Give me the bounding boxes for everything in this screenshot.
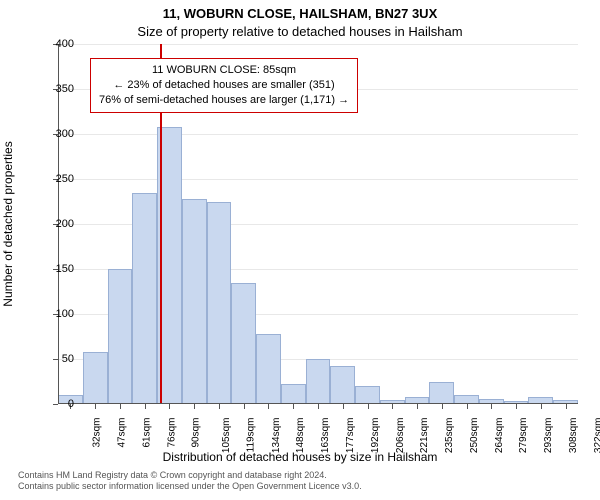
histogram-bar bbox=[132, 193, 157, 405]
x-tick-label: 163sqm bbox=[320, 418, 331, 454]
y-tick-label: 0 bbox=[34, 398, 74, 410]
x-tick bbox=[145, 404, 146, 409]
x-tick-label: 177sqm bbox=[345, 418, 356, 454]
x-tick bbox=[541, 404, 542, 409]
gridline bbox=[58, 134, 578, 135]
footer-line-1: Contains HM Land Registry data © Crown c… bbox=[18, 470, 362, 481]
histogram-bar bbox=[231, 283, 256, 405]
histogram-bar bbox=[281, 384, 306, 404]
y-axis-label: Number of detached properties bbox=[1, 59, 15, 224]
x-tick-label: 119sqm bbox=[245, 418, 256, 453]
x-tick bbox=[467, 404, 468, 409]
x-tick-label: 308sqm bbox=[568, 418, 579, 454]
x-tick bbox=[194, 404, 195, 409]
x-tick-label: 250sqm bbox=[469, 418, 480, 454]
y-tick-label: 100 bbox=[34, 308, 74, 320]
annotation-line-3: 76% of semi-detached houses are larger (… bbox=[99, 93, 349, 108]
histogram-bar bbox=[207, 202, 232, 405]
x-tick-label: 279sqm bbox=[518, 418, 529, 454]
gridline bbox=[58, 179, 578, 180]
x-tick bbox=[417, 404, 418, 409]
y-tick-label: 200 bbox=[34, 218, 74, 230]
property-size-chart: 11, WOBURN CLOSE, HAILSHAM, BN27 3UX Siz… bbox=[0, 0, 600, 500]
histogram-bar bbox=[306, 359, 331, 404]
y-tick-label: 350 bbox=[34, 83, 74, 95]
x-tick-label: 47sqm bbox=[117, 418, 128, 448]
x-tick bbox=[442, 404, 443, 409]
x-tick-label: 61sqm bbox=[141, 418, 152, 448]
x-tick-label: 90sqm bbox=[191, 418, 202, 448]
y-tick-label: 400 bbox=[34, 38, 74, 50]
x-tick-label: 235sqm bbox=[444, 418, 455, 454]
footer-line-2: Contains public sector information licen… bbox=[18, 481, 362, 492]
y-tick-label: 300 bbox=[34, 128, 74, 140]
x-tick bbox=[219, 404, 220, 409]
histogram-bar bbox=[330, 366, 355, 404]
x-tick-label: 293sqm bbox=[543, 418, 554, 454]
x-tick bbox=[516, 404, 517, 409]
y-tick-label: 250 bbox=[34, 173, 74, 185]
x-tick bbox=[169, 404, 170, 409]
x-tick bbox=[392, 404, 393, 409]
chart-title-sub: Size of property relative to detached ho… bbox=[0, 24, 600, 39]
x-tick-label: 192sqm bbox=[370, 418, 381, 454]
x-tick-label: 264sqm bbox=[494, 418, 505, 454]
chart-footer: Contains HM Land Registry data © Crown c… bbox=[18, 470, 362, 493]
x-tick-label: 134sqm bbox=[271, 418, 282, 454]
x-tick-label: 32sqm bbox=[92, 418, 103, 448]
x-tick bbox=[293, 404, 294, 409]
histogram-bar bbox=[429, 382, 454, 405]
y-tick-label: 150 bbox=[34, 263, 74, 275]
x-tick-label: 221sqm bbox=[419, 418, 430, 454]
x-tick bbox=[120, 404, 121, 409]
x-tick bbox=[491, 404, 492, 409]
annotation-line-2: ← 23% of detached houses are smaller (35… bbox=[99, 78, 349, 93]
x-tick bbox=[343, 404, 344, 409]
x-tick-label: 76sqm bbox=[166, 418, 177, 448]
gridline bbox=[58, 44, 578, 45]
x-tick bbox=[318, 404, 319, 409]
x-tick-label: 148sqm bbox=[296, 418, 307, 454]
histogram-bar bbox=[355, 386, 380, 404]
x-tick bbox=[268, 404, 269, 409]
x-tick bbox=[244, 404, 245, 409]
histogram-bar bbox=[108, 269, 133, 404]
histogram-bar bbox=[256, 334, 281, 404]
annotation-line-1: 11 WOBURN CLOSE: 85sqm bbox=[99, 63, 349, 78]
x-tick-label: 322sqm bbox=[593, 418, 600, 454]
x-tick bbox=[566, 404, 567, 409]
chart-title-main: 11, WOBURN CLOSE, HAILSHAM, BN27 3UX bbox=[0, 6, 600, 21]
histogram-bar bbox=[182, 199, 207, 404]
x-tick bbox=[368, 404, 369, 409]
x-tick-label: 206sqm bbox=[395, 418, 406, 454]
histogram-bar bbox=[83, 352, 108, 404]
x-tick-label: 105sqm bbox=[221, 418, 232, 454]
y-tick-label: 50 bbox=[34, 353, 74, 365]
annotation-box: 11 WOBURN CLOSE: 85sqm← 23% of detached … bbox=[90, 58, 358, 113]
x-tick bbox=[95, 404, 96, 409]
